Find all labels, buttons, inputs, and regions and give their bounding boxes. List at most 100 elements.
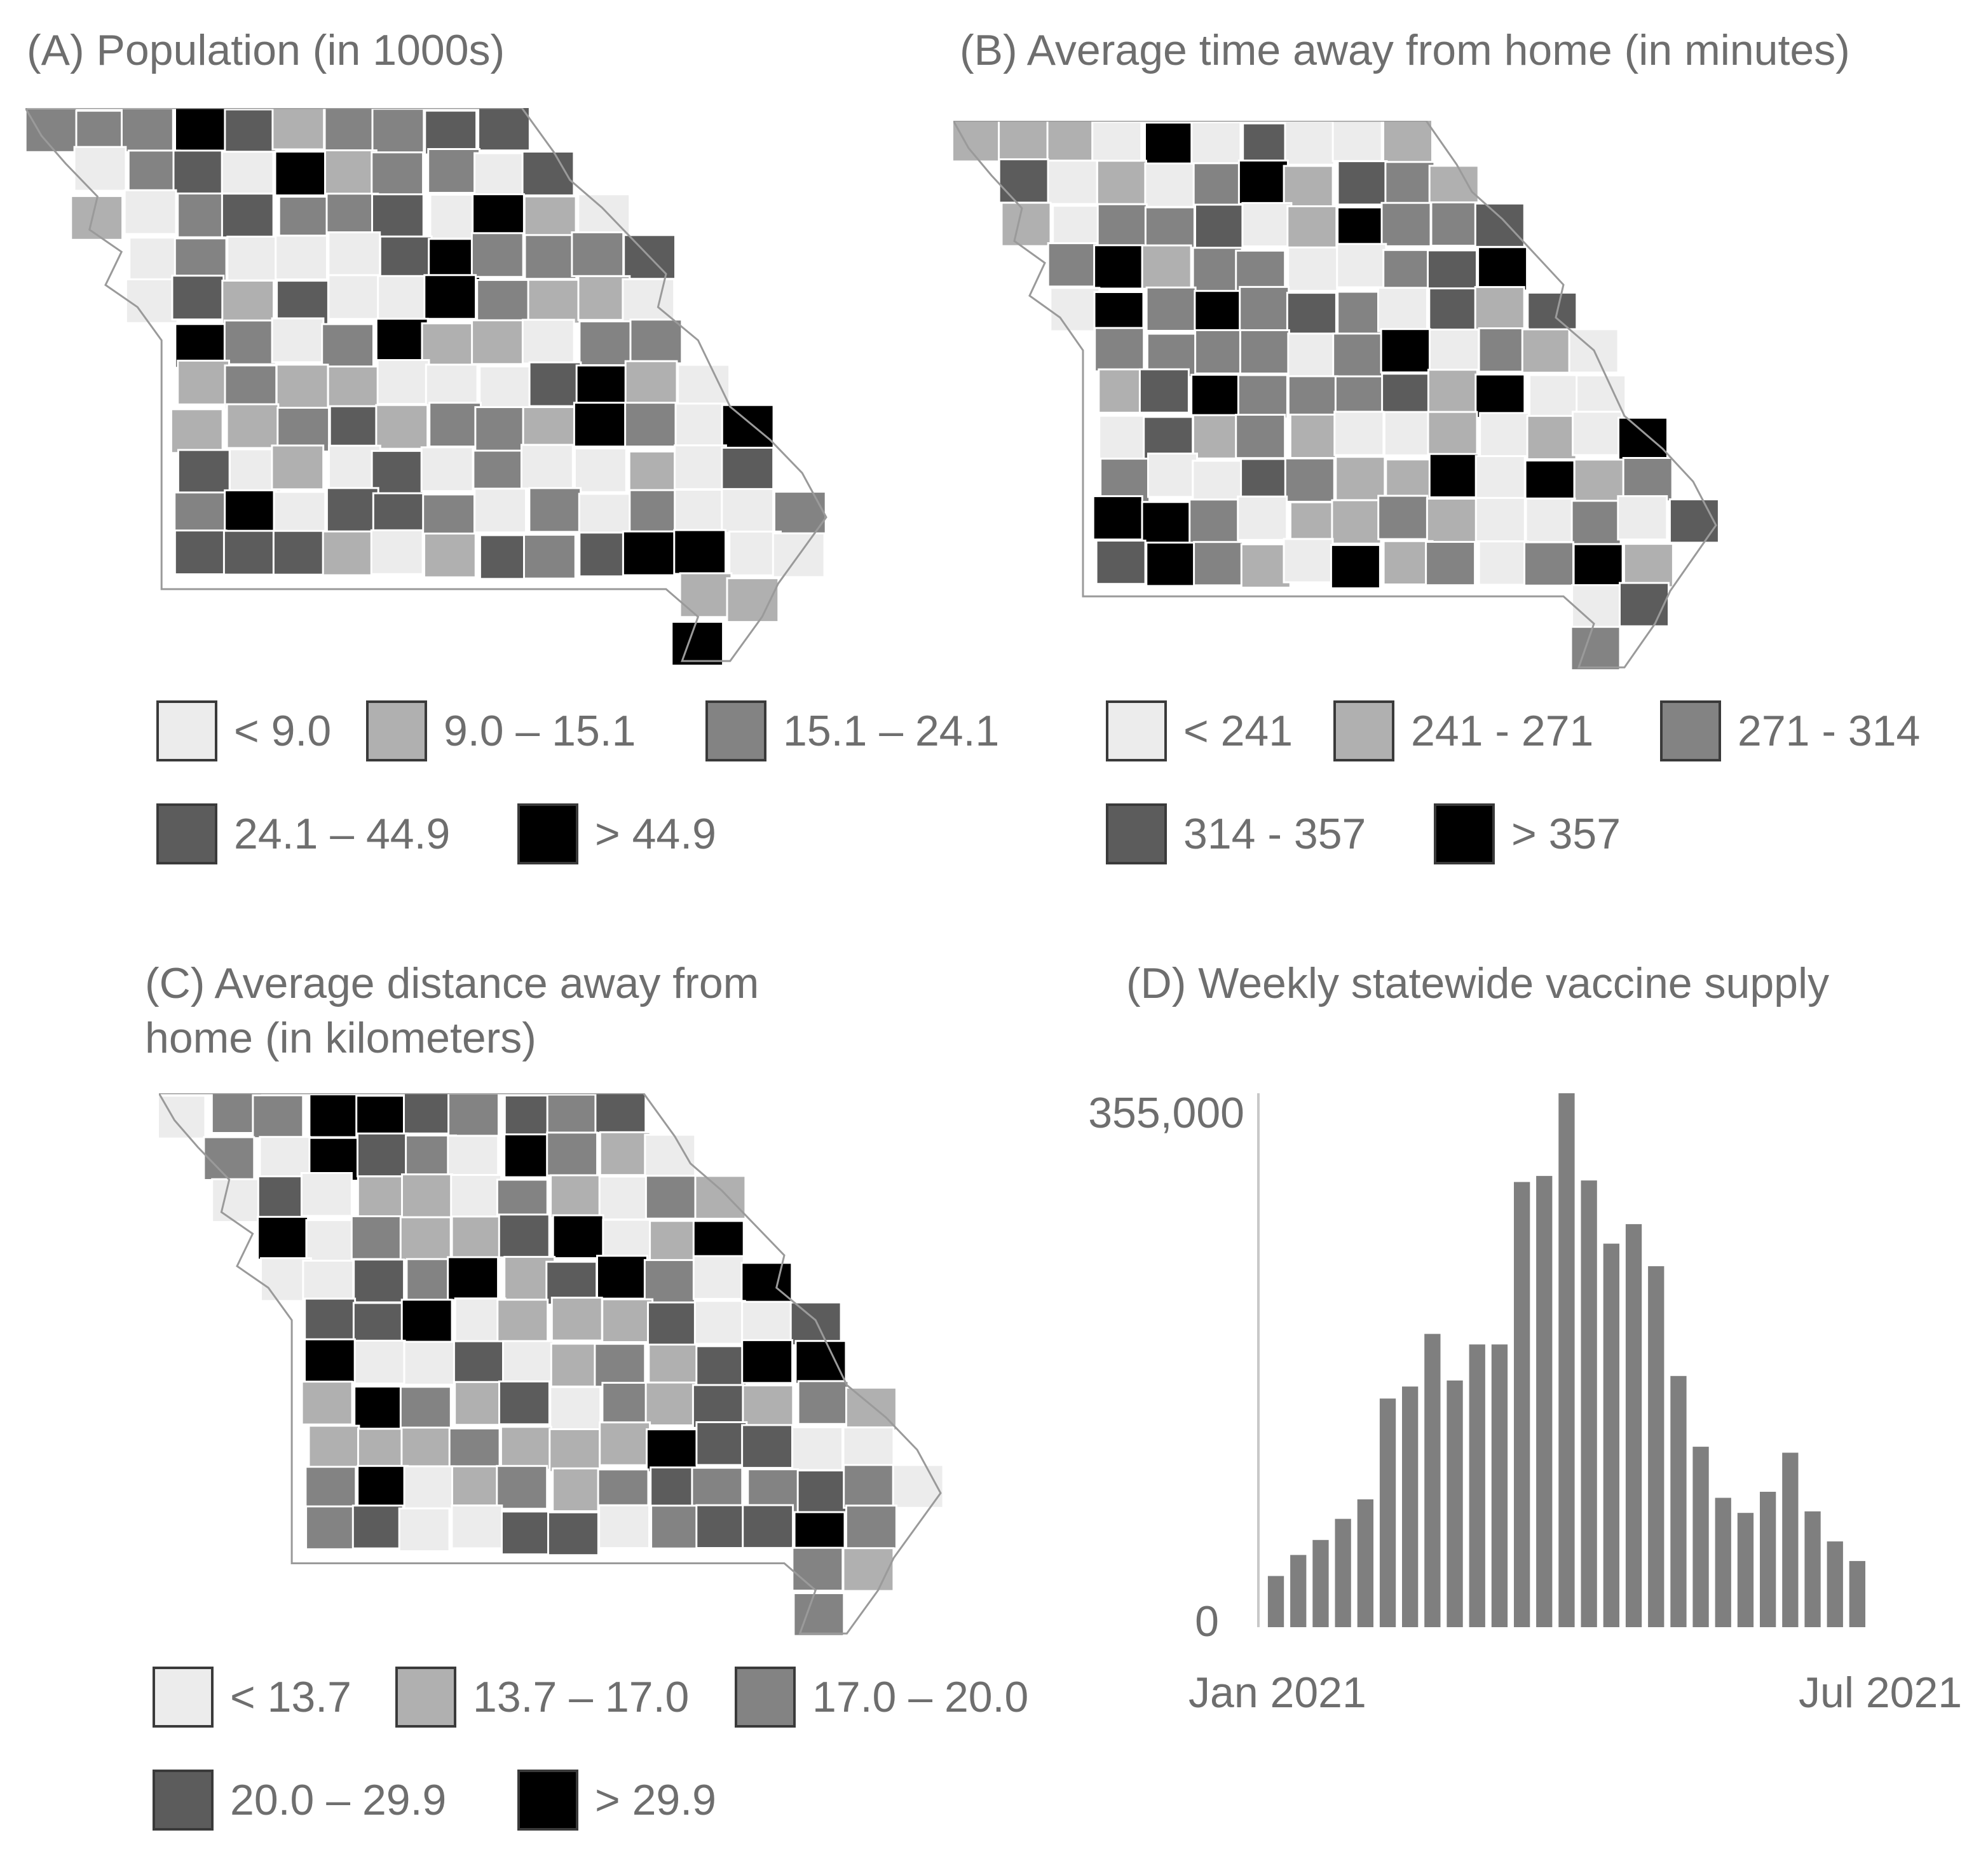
panel-a-county — [325, 487, 379, 533]
panel-a-county — [272, 529, 326, 576]
panel-c-county — [695, 1345, 748, 1390]
panel-c-county — [791, 1426, 843, 1471]
panel-b-county — [1570, 625, 1621, 671]
panel-b-county — [1239, 329, 1290, 375]
panel-c-county — [742, 1384, 794, 1429]
panel-a-county — [527, 278, 581, 325]
panel-c-county — [599, 1421, 651, 1466]
panel-b-county — [1622, 457, 1673, 503]
panel-b-county — [1332, 332, 1384, 378]
panel-b-county — [1623, 543, 1674, 589]
panel-b-county — [1141, 501, 1192, 547]
panel-a-county — [679, 572, 733, 618]
panel-b-county — [1287, 246, 1338, 292]
legend-b-swatch — [1434, 803, 1495, 864]
panel-b-county — [1194, 203, 1245, 249]
panel-a-county — [324, 149, 378, 195]
panel-c-county — [301, 1172, 353, 1217]
panel-c-county — [648, 1343, 700, 1389]
panel-c-county — [691, 1466, 744, 1512]
panel-b-county — [1572, 543, 1624, 589]
legend-a-label: 24.1 – 44.9 — [234, 810, 451, 858]
vaccine-supply-bar — [1737, 1513, 1754, 1627]
panel-c-county — [252, 1094, 304, 1140]
panel-b-county — [1428, 287, 1480, 333]
panel-b-county — [1096, 203, 1148, 249]
panel-a-county — [121, 108, 174, 153]
vaccine-supply-bar — [1491, 1344, 1508, 1627]
panel-a-county — [278, 195, 332, 242]
panel-a-county — [472, 449, 526, 496]
panel-a-county — [528, 361, 582, 407]
panel-b-county — [1145, 542, 1197, 587]
panel-a-county — [170, 408, 224, 454]
vaccine-supply-bar — [1849, 1560, 1865, 1627]
panel-c-county — [598, 1175, 651, 1221]
panel-a-county — [472, 193, 525, 240]
legend-b-item: 241 - 271 — [1333, 699, 1593, 763]
legend-a-swatch — [705, 700, 766, 761]
panel-c-county — [400, 1299, 453, 1344]
panel-a-county — [271, 444, 325, 491]
panel-c-map — [159, 1093, 944, 1637]
legend-b-item: 314 - 357 — [1106, 802, 1366, 866]
panel-a-county — [523, 533, 576, 580]
panel-a-county — [171, 275, 225, 321]
panel-b-county — [1336, 243, 1387, 289]
panel-a-county — [523, 195, 577, 242]
panel-b-county — [1235, 414, 1286, 460]
panel-c-county — [501, 1510, 553, 1555]
panel-a-county — [421, 322, 475, 369]
legend-b-item: > 357 — [1434, 802, 1621, 866]
legend-b-swatch — [1660, 700, 1721, 761]
panel-c-county — [211, 1178, 264, 1224]
panel-b-county — [1381, 372, 1433, 418]
panel-c-county — [550, 1297, 603, 1342]
panel-b-county — [1617, 495, 1668, 541]
panel-c-county — [498, 1213, 550, 1259]
panel-a-county — [25, 108, 78, 153]
panel-a-county — [479, 534, 533, 580]
panel-b-county — [1193, 541, 1244, 587]
panel-c-county — [353, 1259, 405, 1304]
legend-b-swatch — [1333, 700, 1394, 761]
panel-c-county — [594, 1342, 646, 1388]
panel-b-county — [1619, 582, 1670, 627]
panel-a-county — [622, 278, 676, 324]
panel-a-county — [73, 146, 127, 192]
legend-b-label: 271 - 314 — [1738, 707, 1921, 755]
panel-b-county — [1094, 327, 1145, 372]
panel-b-county — [1572, 411, 1623, 456]
panel-a-county — [323, 108, 378, 152]
panel-b-county — [1289, 413, 1340, 459]
panel-c-county — [496, 1299, 549, 1344]
panel-b-county — [1479, 412, 1530, 458]
panel-a-county — [377, 275, 431, 321]
panel-a-county — [577, 193, 631, 240]
panel-a-county — [425, 364, 479, 410]
panel-b-county — [1524, 460, 1576, 505]
panel-b-county — [953, 121, 1001, 163]
panel-c-county — [550, 1174, 602, 1219]
panel-b-county — [1523, 541, 1574, 587]
panel-a-county — [471, 319, 524, 365]
panel-b-county — [1284, 457, 1335, 503]
panel-a-county — [629, 489, 683, 535]
panel-b-county — [1047, 242, 1098, 288]
panel-c-county — [399, 1386, 452, 1431]
panel-b-county — [1668, 498, 1720, 544]
panel-a-county — [224, 489, 278, 535]
panel-b-county — [1239, 285, 1290, 332]
panel-a-county — [424, 109, 478, 156]
panel-c-county — [308, 1093, 361, 1138]
legend-b-label: < 241 — [1183, 707, 1293, 755]
panel-c-county — [695, 1421, 748, 1466]
panel-b-county — [1092, 495, 1143, 541]
panel-a-county — [573, 402, 627, 448]
legend-a-label: < 9.0 — [234, 707, 332, 755]
legend-a-swatch — [156, 803, 217, 864]
legend-b-label: 314 - 357 — [1183, 810, 1366, 858]
panel-c-county — [399, 1216, 452, 1262]
legend-b-item: 271 - 314 — [1660, 699, 1920, 763]
panel-b-county — [1383, 411, 1434, 456]
